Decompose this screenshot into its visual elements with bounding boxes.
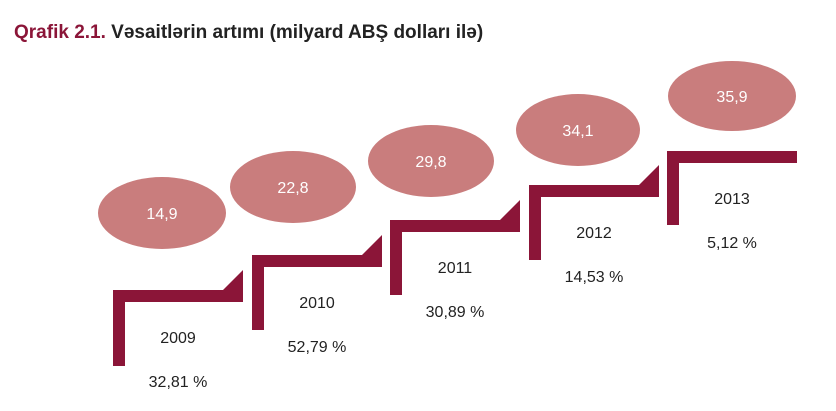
step-riser xyxy=(529,185,541,260)
step-tread xyxy=(667,151,797,163)
step-riser xyxy=(667,151,679,225)
year-label: 2009 xyxy=(160,330,196,347)
value-label: 22,8 xyxy=(277,180,308,197)
chart-title-text: Vəsaitlərin artımı (milyard ABŞ dolları … xyxy=(111,22,484,43)
step-notch xyxy=(223,270,243,290)
value-label: 29,8 xyxy=(415,154,446,171)
growth-label: 14,53 % xyxy=(565,269,624,286)
step-riser xyxy=(252,255,264,330)
year-label: 2013 xyxy=(714,191,750,208)
step-tread xyxy=(113,290,243,302)
step-tread xyxy=(390,220,520,232)
growth-label: 32,81 % xyxy=(149,374,208,391)
step-riser xyxy=(113,290,125,366)
value-bubble xyxy=(368,125,494,197)
year-label: 2011 xyxy=(438,260,473,277)
step-tread xyxy=(529,185,659,197)
step-riser xyxy=(390,220,402,295)
value-bubble xyxy=(98,177,226,249)
value-bubble xyxy=(230,151,356,223)
step-notch xyxy=(639,165,659,185)
year-label: 2012 xyxy=(576,225,612,242)
value-label: 34,1 xyxy=(562,123,593,140)
value-label: 35,9 xyxy=(716,89,747,106)
value-bubble xyxy=(668,61,796,131)
growth-label: 52,79 % xyxy=(288,339,347,356)
chart-title: Qrafik 2.1. Vəsaitlərin artımı (milyard … xyxy=(14,22,483,44)
value-bubble xyxy=(516,94,640,166)
step-notch xyxy=(362,235,382,255)
step-notch xyxy=(500,200,520,220)
year-label: 2010 xyxy=(299,295,335,312)
step-tread xyxy=(252,255,382,267)
value-label: 14,9 xyxy=(146,206,177,223)
chart-title-number: Qrafik 2.1. xyxy=(14,22,106,43)
growth-label: 30,89 % xyxy=(426,304,485,321)
growth-label: 5,12 % xyxy=(707,235,757,252)
